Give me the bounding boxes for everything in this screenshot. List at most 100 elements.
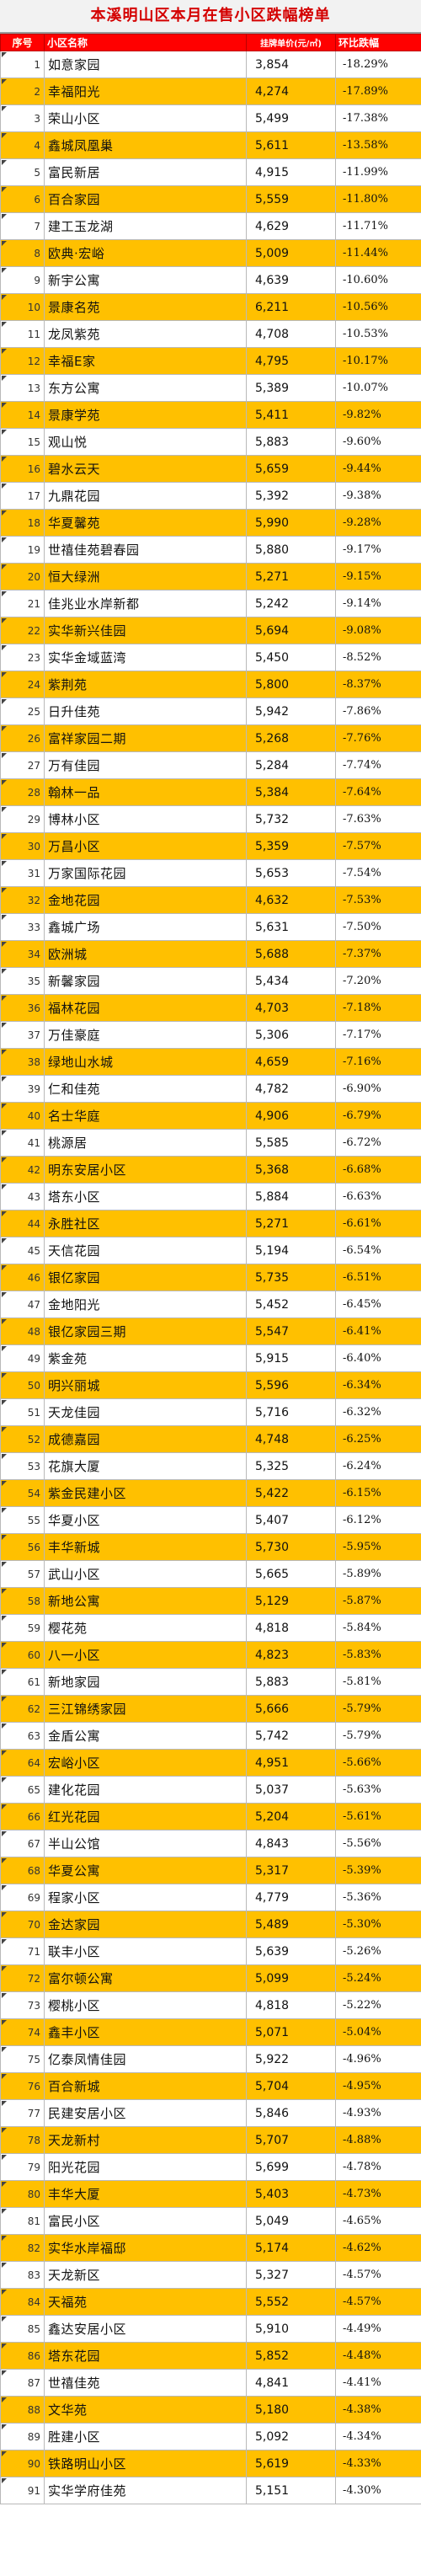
table-row: 18 华夏馨苑 5,990 -9.28% <box>0 509 421 537</box>
row-index: 21 <box>0 590 45 617</box>
table-row: 60 八一小区 4,823 -5.83% <box>0 1641 421 1669</box>
price-change: -7.18% <box>335 994 421 1022</box>
table-row: 7 建工玉龙湖 4,629 -11.71% <box>0 212 421 240</box>
row-index: 81 <box>0 2207 45 2235</box>
column-header-change: 环比跌幅 <box>335 34 421 51</box>
table-row: 71 联丰小区 5,639 -5.26% <box>0 1937 421 1965</box>
table-row: 26 富祥家园二期 5,268 -7.76% <box>0 724 421 752</box>
community-name: 鑫达安居小区 <box>44 2315 247 2343</box>
price-change: -10.56% <box>335 293 421 321</box>
price-change: -6.24% <box>335 1452 421 1480</box>
community-name: 幸福E家 <box>44 347 247 375</box>
community-name: 宏峪小区 <box>44 1749 247 1777</box>
price-change: -4.49% <box>335 2315 421 2343</box>
community-name: 鑫城广场 <box>44 913 247 941</box>
price-change: -17.89% <box>335 77 421 105</box>
table-row: 61 新地家园 5,883 -5.81% <box>0 1668 421 1696</box>
listing-price: 5,883 <box>246 428 336 456</box>
price-change: -5.61% <box>335 1803 421 1830</box>
table-row: 29 博林小区 5,732 -7.63% <box>0 805 421 833</box>
row-index: 30 <box>0 832 45 860</box>
community-name: 东方公寓 <box>44 374 247 402</box>
row-index: 28 <box>0 778 45 806</box>
row-index: 65 <box>0 1776 45 1804</box>
price-change: -10.60% <box>335 266 421 294</box>
community-name: 欧典·宏峪 <box>44 239 247 267</box>
price-change: -6.12% <box>335 1506 421 1534</box>
table-row: 76 百合新城 5,704 -4.95% <box>0 2072 421 2100</box>
row-index: 50 <box>0 1371 45 1399</box>
community-name: 武山小区 <box>44 1560 247 1588</box>
listing-price: 4,843 <box>246 1830 336 1857</box>
table-row: 10 景康名苑 6,211 -10.56% <box>0 293 421 321</box>
column-header-index: 序号 <box>0 34 45 51</box>
table-row: 13 东方公寓 5,389 -10.07% <box>0 374 421 402</box>
table-row: 3 荣山小区 5,499 -17.38% <box>0 104 421 132</box>
table-row: 85 鑫达安居小区 5,910 -4.49% <box>0 2315 421 2343</box>
listing-price: 4,659 <box>246 1048 336 1076</box>
price-change: -9.14% <box>335 590 421 617</box>
row-index: 3 <box>0 104 45 132</box>
community-name: 碧水云天 <box>44 455 247 483</box>
table-body: 1 如意家园 3,854 -18.29% 2 幸福阳光 4,274 -17.89% 3 荣山小区 5… <box>0 51 421 2504</box>
table-row: 38 绿地山水城 4,659 -7.16% <box>0 1048 421 1076</box>
price-change: -4.95% <box>335 2072 421 2100</box>
price-change: -5.66% <box>335 1749 421 1777</box>
listing-price: 5,099 <box>246 1964 336 1992</box>
community-name: 富民小区 <box>44 2207 247 2235</box>
listing-price: 5,071 <box>246 2018 336 2046</box>
community-name: 万昌小区 <box>44 832 247 860</box>
listing-price: 5,611 <box>246 131 336 159</box>
table-row: 67 半山公馆 4,843 -5.56% <box>0 1830 421 1857</box>
price-change: -5.83% <box>335 1641 421 1669</box>
table-row: 25 日升佳苑 5,942 -7.86% <box>0 697 421 725</box>
listing-price: 5,368 <box>246 1156 336 1184</box>
row-index: 27 <box>0 751 45 779</box>
row-index: 62 <box>0 1695 45 1723</box>
table-row: 20 恒大绿洲 5,271 -9.15% <box>0 563 421 591</box>
listing-price: 5,665 <box>246 1560 336 1588</box>
price-change: -6.34% <box>335 1371 421 1399</box>
table-row: 33 鑫城广场 5,631 -7.50% <box>0 913 421 941</box>
listing-price: 5,452 <box>246 1291 336 1318</box>
row-index: 45 <box>0 1237 45 1264</box>
listing-price: 5,846 <box>246 2099 336 2127</box>
listing-price: 5,639 <box>246 1937 336 1965</box>
listing-price: 5,389 <box>246 374 336 402</box>
table-row: 87 世禧佳苑 4,841 -4.41% <box>0 2369 421 2397</box>
community-name: 翰林一品 <box>44 778 247 806</box>
row-index: 7 <box>0 212 45 240</box>
row-index: 71 <box>0 1937 45 1965</box>
table-row: 66 红光花园 5,204 -5.61% <box>0 1803 421 1830</box>
table-row: 80 丰华大厦 5,403 -4.73% <box>0 2180 421 2208</box>
listing-price: 5,271 <box>246 563 336 591</box>
price-change: -9.28% <box>335 509 421 537</box>
table-row: 41 桃源居 5,585 -6.72% <box>0 1129 421 1157</box>
row-index: 48 <box>0 1317 45 1345</box>
price-change: -10.07% <box>335 374 421 402</box>
row-index: 20 <box>0 563 45 591</box>
community-name: 景康学苑 <box>44 401 247 429</box>
price-change: -4.78% <box>335 2153 421 2181</box>
listing-price: 5,596 <box>246 1371 336 1399</box>
listing-price: 5,434 <box>246 967 336 995</box>
price-change: -5.26% <box>335 1937 421 1965</box>
row-index: 1 <box>0 51 45 78</box>
price-change: -4.48% <box>335 2342 421 2370</box>
community-name: 名士华庭 <box>44 1102 247 1130</box>
row-index: 83 <box>0 2261 45 2289</box>
price-change: -9.38% <box>335 482 421 510</box>
community-name: 天信花园 <box>44 1237 247 1264</box>
table-row: 9 新宇公寓 4,639 -10.60% <box>0 266 421 294</box>
listing-price: 5,284 <box>246 751 336 779</box>
community-name: 塔东花园 <box>44 2342 247 2370</box>
price-change: -4.57% <box>335 2288 421 2316</box>
price-change: -6.45% <box>335 1291 421 1318</box>
listing-price: 5,742 <box>246 1722 336 1750</box>
price-change: -6.41% <box>335 1317 421 1345</box>
community-name: 天龙佳园 <box>44 1398 247 1426</box>
row-index: 41 <box>0 1129 45 1157</box>
price-change: -6.15% <box>335 1479 421 1507</box>
table-row: 22 实华新兴佳园 5,694 -9.08% <box>0 617 421 644</box>
table-row: 46 银亿家园 5,735 -6.51% <box>0 1264 421 1291</box>
